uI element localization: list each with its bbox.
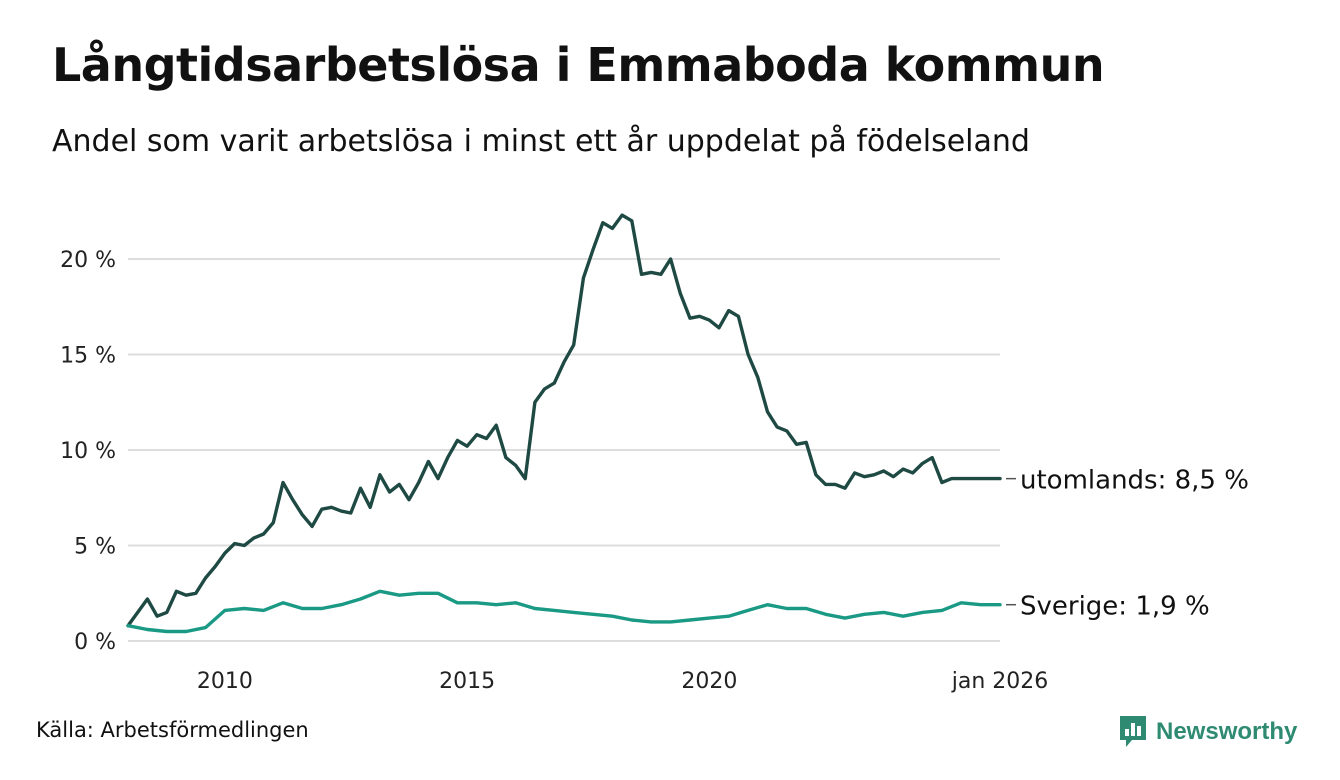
x-tick-label-2015: 2015 bbox=[439, 669, 495, 694]
line-chart: 0 %5 %10 %15 %20 % 2010 2015 2020 jan 2026 … bbox=[60, 213, 1249, 694]
series-end-labels: utomlands: 8,5 % Sverige: 1,9 % bbox=[1006, 466, 1249, 622]
series-line-utomlands bbox=[126, 213, 1002, 628]
y-tick-label-0: 0 % bbox=[74, 630, 116, 655]
chart-title: Långtidsarbetslösa i Emmaboda kommun bbox=[52, 38, 1105, 92]
series-lines bbox=[126, 213, 1002, 634]
x-axis-ticks: 2010 2015 2020 jan 2026 bbox=[197, 669, 1048, 694]
newsworthy-logo-text: Newsworthy bbox=[1156, 718, 1298, 745]
newsworthy-logo[interactable]: Newsworthy bbox=[1118, 714, 1297, 750]
newsworthy-logo-icon bbox=[1120, 716, 1146, 747]
series-end-label-sverige: Sverige: 1,9 % bbox=[1020, 592, 1210, 622]
y-tick-label-15: 15 % bbox=[60, 344, 116, 369]
x-tick-label-2020: 2020 bbox=[681, 669, 737, 694]
chart-subtitle: Andel som varit arbetslösa i minst ett å… bbox=[52, 124, 1030, 159]
x-tick-label-jan-2026: jan 2026 bbox=[951, 669, 1049, 694]
y-tick-label-10: 10 % bbox=[60, 439, 116, 464]
source-note: Källa: Arbetsförmedlingen bbox=[36, 718, 309, 742]
y-axis-ticks: 0 % 5 % 10 % 15 % 20 % bbox=[60, 248, 116, 655]
y-tick-label-20: 20 % bbox=[60, 248, 116, 273]
series-line-sverige bbox=[126, 589, 1002, 634]
series-end-label-utomlands: utomlands: 8,5 % bbox=[1020, 466, 1249, 496]
grid-lines bbox=[128, 258, 1000, 642]
y-tick-label-5: 5 % bbox=[74, 535, 116, 560]
x-tick-label-2010: 2010 bbox=[197, 669, 253, 694]
